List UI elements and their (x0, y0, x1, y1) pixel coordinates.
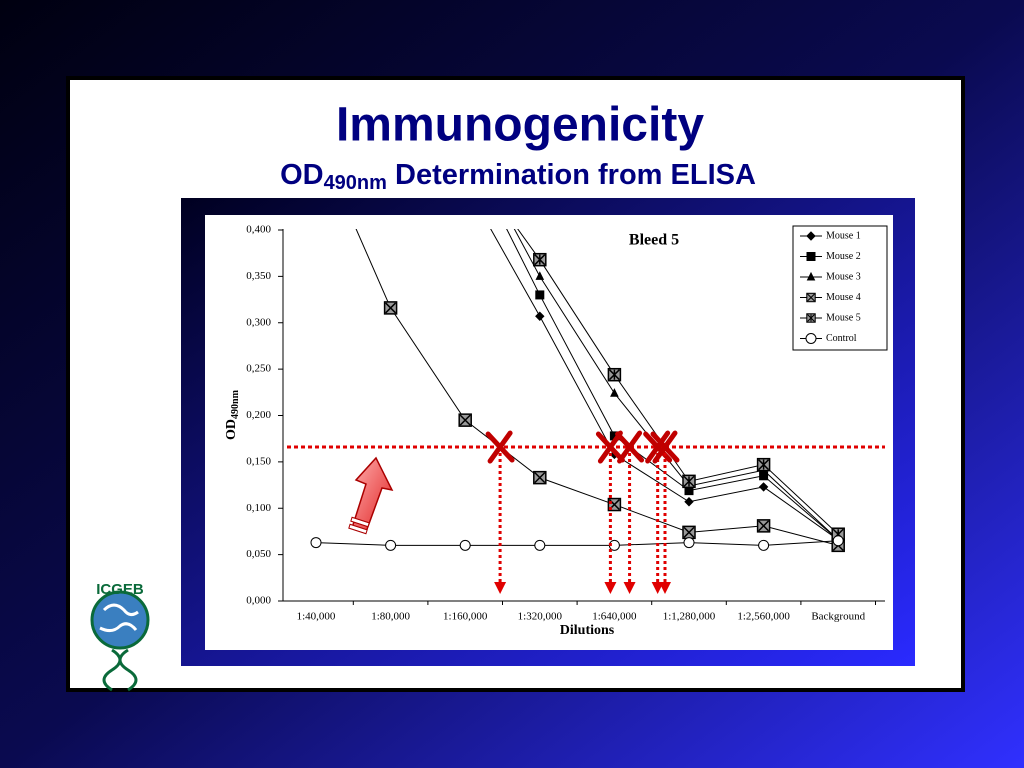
legend-label: Mouse 5 (826, 312, 861, 323)
titer-arrowhead (604, 582, 617, 594)
marker-cross (807, 314, 815, 322)
marker-cross (683, 526, 695, 538)
marker (806, 292, 816, 303)
marker-cross (459, 414, 471, 426)
marker (806, 313, 816, 323)
marker-cross (683, 475, 695, 487)
legend-label: Control (826, 333, 857, 344)
marker (806, 271, 816, 281)
marker-cross (807, 293, 815, 302)
series-line (490, 229, 839, 541)
marker (458, 413, 472, 427)
marker (805, 333, 817, 344)
titer-arrowhead (658, 582, 671, 594)
titer-arrowhead (623, 582, 636, 594)
x-axis-label: Dilutions (560, 623, 615, 638)
marker-cross (534, 254, 546, 266)
x-tick-label: 1:2,560,000 (737, 611, 790, 623)
y-tick-label: 0,300 (246, 316, 271, 328)
y-tick-label: 0,400 (246, 224, 271, 236)
marker-cross (758, 459, 770, 471)
marker (682, 474, 696, 489)
marker (756, 519, 771, 533)
marker (758, 539, 770, 551)
marker-cross (758, 520, 770, 532)
marker (383, 301, 398, 315)
marker (533, 470, 547, 485)
marker (533, 252, 547, 267)
marker-cross (385, 302, 397, 314)
series-line (355, 229, 839, 546)
y-label-main: OD (224, 419, 239, 440)
chart-title: Bleed 5 (629, 232, 679, 249)
marker-cross (608, 369, 620, 381)
subtitle-main: OD (280, 159, 324, 191)
marker (535, 290, 545, 300)
titer-cross (615, 430, 645, 464)
legend-label: Mouse 1 (826, 230, 861, 241)
marker (535, 271, 545, 280)
y-tick-label: 0,050 (246, 548, 271, 560)
marker (832, 535, 844, 547)
marker (806, 231, 816, 241)
y-tick-label: 0,350 (246, 270, 271, 282)
logo-text: ICGEB (96, 581, 144, 598)
titer-arrowhead (494, 582, 507, 594)
y-tick-label: 0,100 (246, 502, 271, 514)
slide-subtitle: OD490nm Determination from ELISA (280, 159, 756, 195)
marker (535, 311, 545, 321)
x-tick-label: 1:160,000 (443, 611, 488, 623)
legend-label: Mouse 2 (826, 251, 861, 262)
series-line (517, 229, 839, 535)
x-tick-label: 1:640,000 (592, 611, 637, 623)
legend-label: Mouse 4 (826, 292, 861, 303)
titer-cross (650, 430, 680, 464)
y-tick-label: 0,250 (246, 363, 271, 375)
y-tick-label: 0,150 (246, 455, 271, 467)
legend (792, 225, 888, 351)
x-tick-label: 1:320,000 (518, 611, 563, 623)
plot (310, 229, 845, 553)
subtitle-sub: 490nm (324, 172, 387, 194)
marker (683, 537, 695, 549)
logo: ICGEB (90, 581, 150, 692)
marker (607, 367, 622, 382)
marker (534, 539, 546, 551)
legend-label: Mouse 3 (826, 271, 861, 282)
slide-title: Immunogenicity (336, 99, 704, 152)
marker (684, 497, 694, 507)
hint-arrow (348, 456, 394, 535)
y-tick-label: 0,200 (246, 409, 271, 421)
x-tick-label: 1:40,000 (297, 611, 336, 623)
chart-area (205, 215, 893, 650)
x-tick-label: 1:1,280,000 (663, 611, 716, 623)
marker (610, 388, 619, 397)
marker (682, 525, 696, 540)
x-tick-label: 1:80,000 (371, 611, 410, 623)
y-label-sub: 490nm (230, 389, 241, 419)
y-tick-label: 0,000 (246, 595, 271, 607)
y-axis-label: OD490nm (224, 389, 241, 440)
marker (758, 482, 769, 492)
marker (310, 537, 322, 549)
x-tick-label: Background (811, 611, 865, 623)
marker-cross (534, 472, 546, 484)
marker (756, 457, 771, 472)
series-line (315, 540, 839, 546)
marker (806, 252, 816, 261)
series-line (506, 229, 839, 541)
titer-cross (485, 430, 515, 464)
marker (459, 539, 471, 551)
marker (385, 539, 397, 551)
subtitle-rest: Determination from ELISA (387, 159, 756, 191)
